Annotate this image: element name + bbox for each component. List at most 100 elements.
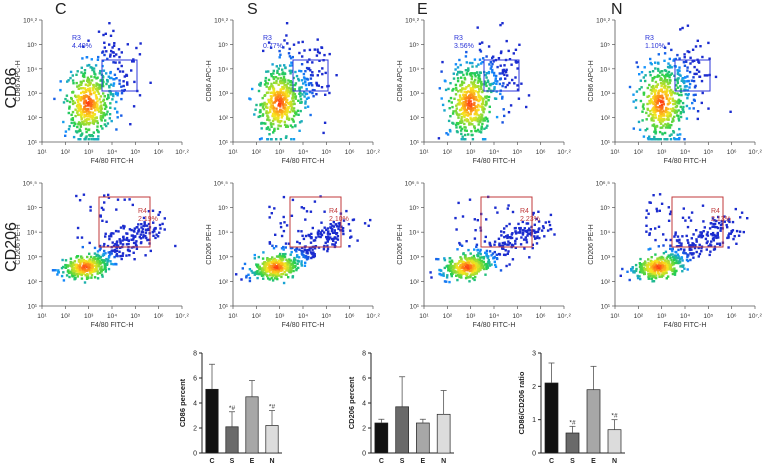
event-dot xyxy=(518,227,521,230)
x-axis-title: F4/80 FITC-H xyxy=(91,158,134,165)
event-dot xyxy=(469,116,472,119)
event-dot xyxy=(122,236,125,239)
event-dot xyxy=(256,276,259,280)
event-dot xyxy=(289,259,293,262)
event-dot xyxy=(62,271,65,274)
event-dot xyxy=(664,238,668,242)
event-dot xyxy=(642,266,645,270)
event-dot xyxy=(111,249,114,252)
event-dot xyxy=(461,88,464,91)
event-dot xyxy=(661,107,664,110)
gate-value: 2.19% xyxy=(138,216,158,223)
event-dot xyxy=(274,233,277,236)
event-dot xyxy=(282,110,286,113)
event-dot xyxy=(116,116,119,119)
event-dot xyxy=(464,138,467,141)
event-dot xyxy=(258,265,261,269)
event-dot xyxy=(245,276,248,279)
event-dot xyxy=(476,118,480,122)
event-dot xyxy=(87,95,91,99)
event-dot xyxy=(454,216,457,220)
event-dot xyxy=(121,254,124,257)
event-dot xyxy=(293,102,296,106)
event-dot xyxy=(288,69,291,72)
event-dot xyxy=(363,222,367,225)
event-dot xyxy=(471,261,474,265)
event-dot xyxy=(272,108,275,111)
event-dot xyxy=(464,254,467,258)
event-dot xyxy=(277,67,280,70)
event-dot xyxy=(284,83,288,87)
event-dot xyxy=(87,122,91,125)
event-dot xyxy=(649,201,652,204)
event-dot xyxy=(619,274,622,277)
event-dot xyxy=(691,253,694,256)
event-dot xyxy=(97,55,100,59)
event-dot xyxy=(98,271,102,275)
event-dot xyxy=(274,93,277,97)
event-dot xyxy=(543,235,546,238)
event-dot xyxy=(83,69,87,72)
event-dot xyxy=(133,235,137,238)
event-dot xyxy=(479,71,482,74)
event-dot xyxy=(84,274,87,277)
event-dot xyxy=(95,106,99,109)
event-dot xyxy=(286,260,290,263)
x-tick-label: 10⁷.² xyxy=(366,313,380,320)
event-dot xyxy=(99,256,102,259)
event-dot xyxy=(439,269,442,272)
event-dot xyxy=(95,262,98,266)
event-dot xyxy=(481,60,484,64)
event-dot xyxy=(331,227,334,231)
event-dot xyxy=(628,85,632,89)
event-dot xyxy=(79,104,82,108)
event-dot xyxy=(301,253,304,256)
event-dot xyxy=(708,57,711,60)
event-dot xyxy=(503,73,506,76)
event-dot xyxy=(679,110,683,114)
event-dot xyxy=(286,89,290,92)
event-dot xyxy=(691,60,694,63)
event-dot xyxy=(82,262,86,265)
event-dot xyxy=(472,118,475,121)
gate-r3 xyxy=(674,59,711,92)
event-dot xyxy=(648,233,651,236)
x-tick-label-n: N xyxy=(441,458,446,465)
event-dot xyxy=(517,231,520,234)
event-dot xyxy=(494,265,498,268)
event-dot xyxy=(661,256,665,259)
event-dot xyxy=(266,261,269,265)
event-dot xyxy=(500,50,503,53)
event-dot xyxy=(265,85,268,88)
event-dot xyxy=(274,266,277,269)
event-dot xyxy=(727,219,730,222)
event-dot xyxy=(656,67,660,71)
event-dot xyxy=(482,138,485,141)
event-dot xyxy=(347,223,351,226)
event-dot xyxy=(728,232,731,235)
event-dot xyxy=(101,78,104,82)
event-dot xyxy=(467,67,470,70)
event-dot xyxy=(301,40,304,44)
event-dot xyxy=(449,115,452,118)
gate-name: R4 xyxy=(329,208,338,215)
event-dot xyxy=(101,127,104,130)
event-dot xyxy=(651,101,654,105)
event-dot xyxy=(462,73,465,77)
y-tick-label: 10³ xyxy=(28,254,38,261)
event-dot xyxy=(479,131,483,134)
event-dot xyxy=(661,73,664,76)
event-dot xyxy=(273,81,276,84)
event-dot xyxy=(468,257,472,260)
event-dot xyxy=(105,72,108,75)
event-dot xyxy=(654,67,657,70)
gate-value: 0.77% xyxy=(263,43,283,50)
event-dot xyxy=(514,76,517,79)
event-dot xyxy=(477,114,481,117)
event-dot xyxy=(92,264,96,267)
event-dot xyxy=(292,269,295,273)
event-dot xyxy=(474,105,477,108)
event-dot xyxy=(665,260,668,263)
event-dot xyxy=(514,246,517,249)
event-dot xyxy=(308,48,312,52)
